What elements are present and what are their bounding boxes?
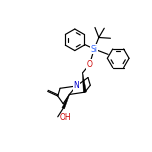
Text: Si: Si: [91, 45, 98, 54]
Text: N: N: [73, 81, 79, 90]
Text: O: O: [87, 60, 92, 69]
Polygon shape: [62, 94, 70, 109]
Text: OH: OH: [60, 113, 72, 122]
Polygon shape: [82, 73, 86, 92]
